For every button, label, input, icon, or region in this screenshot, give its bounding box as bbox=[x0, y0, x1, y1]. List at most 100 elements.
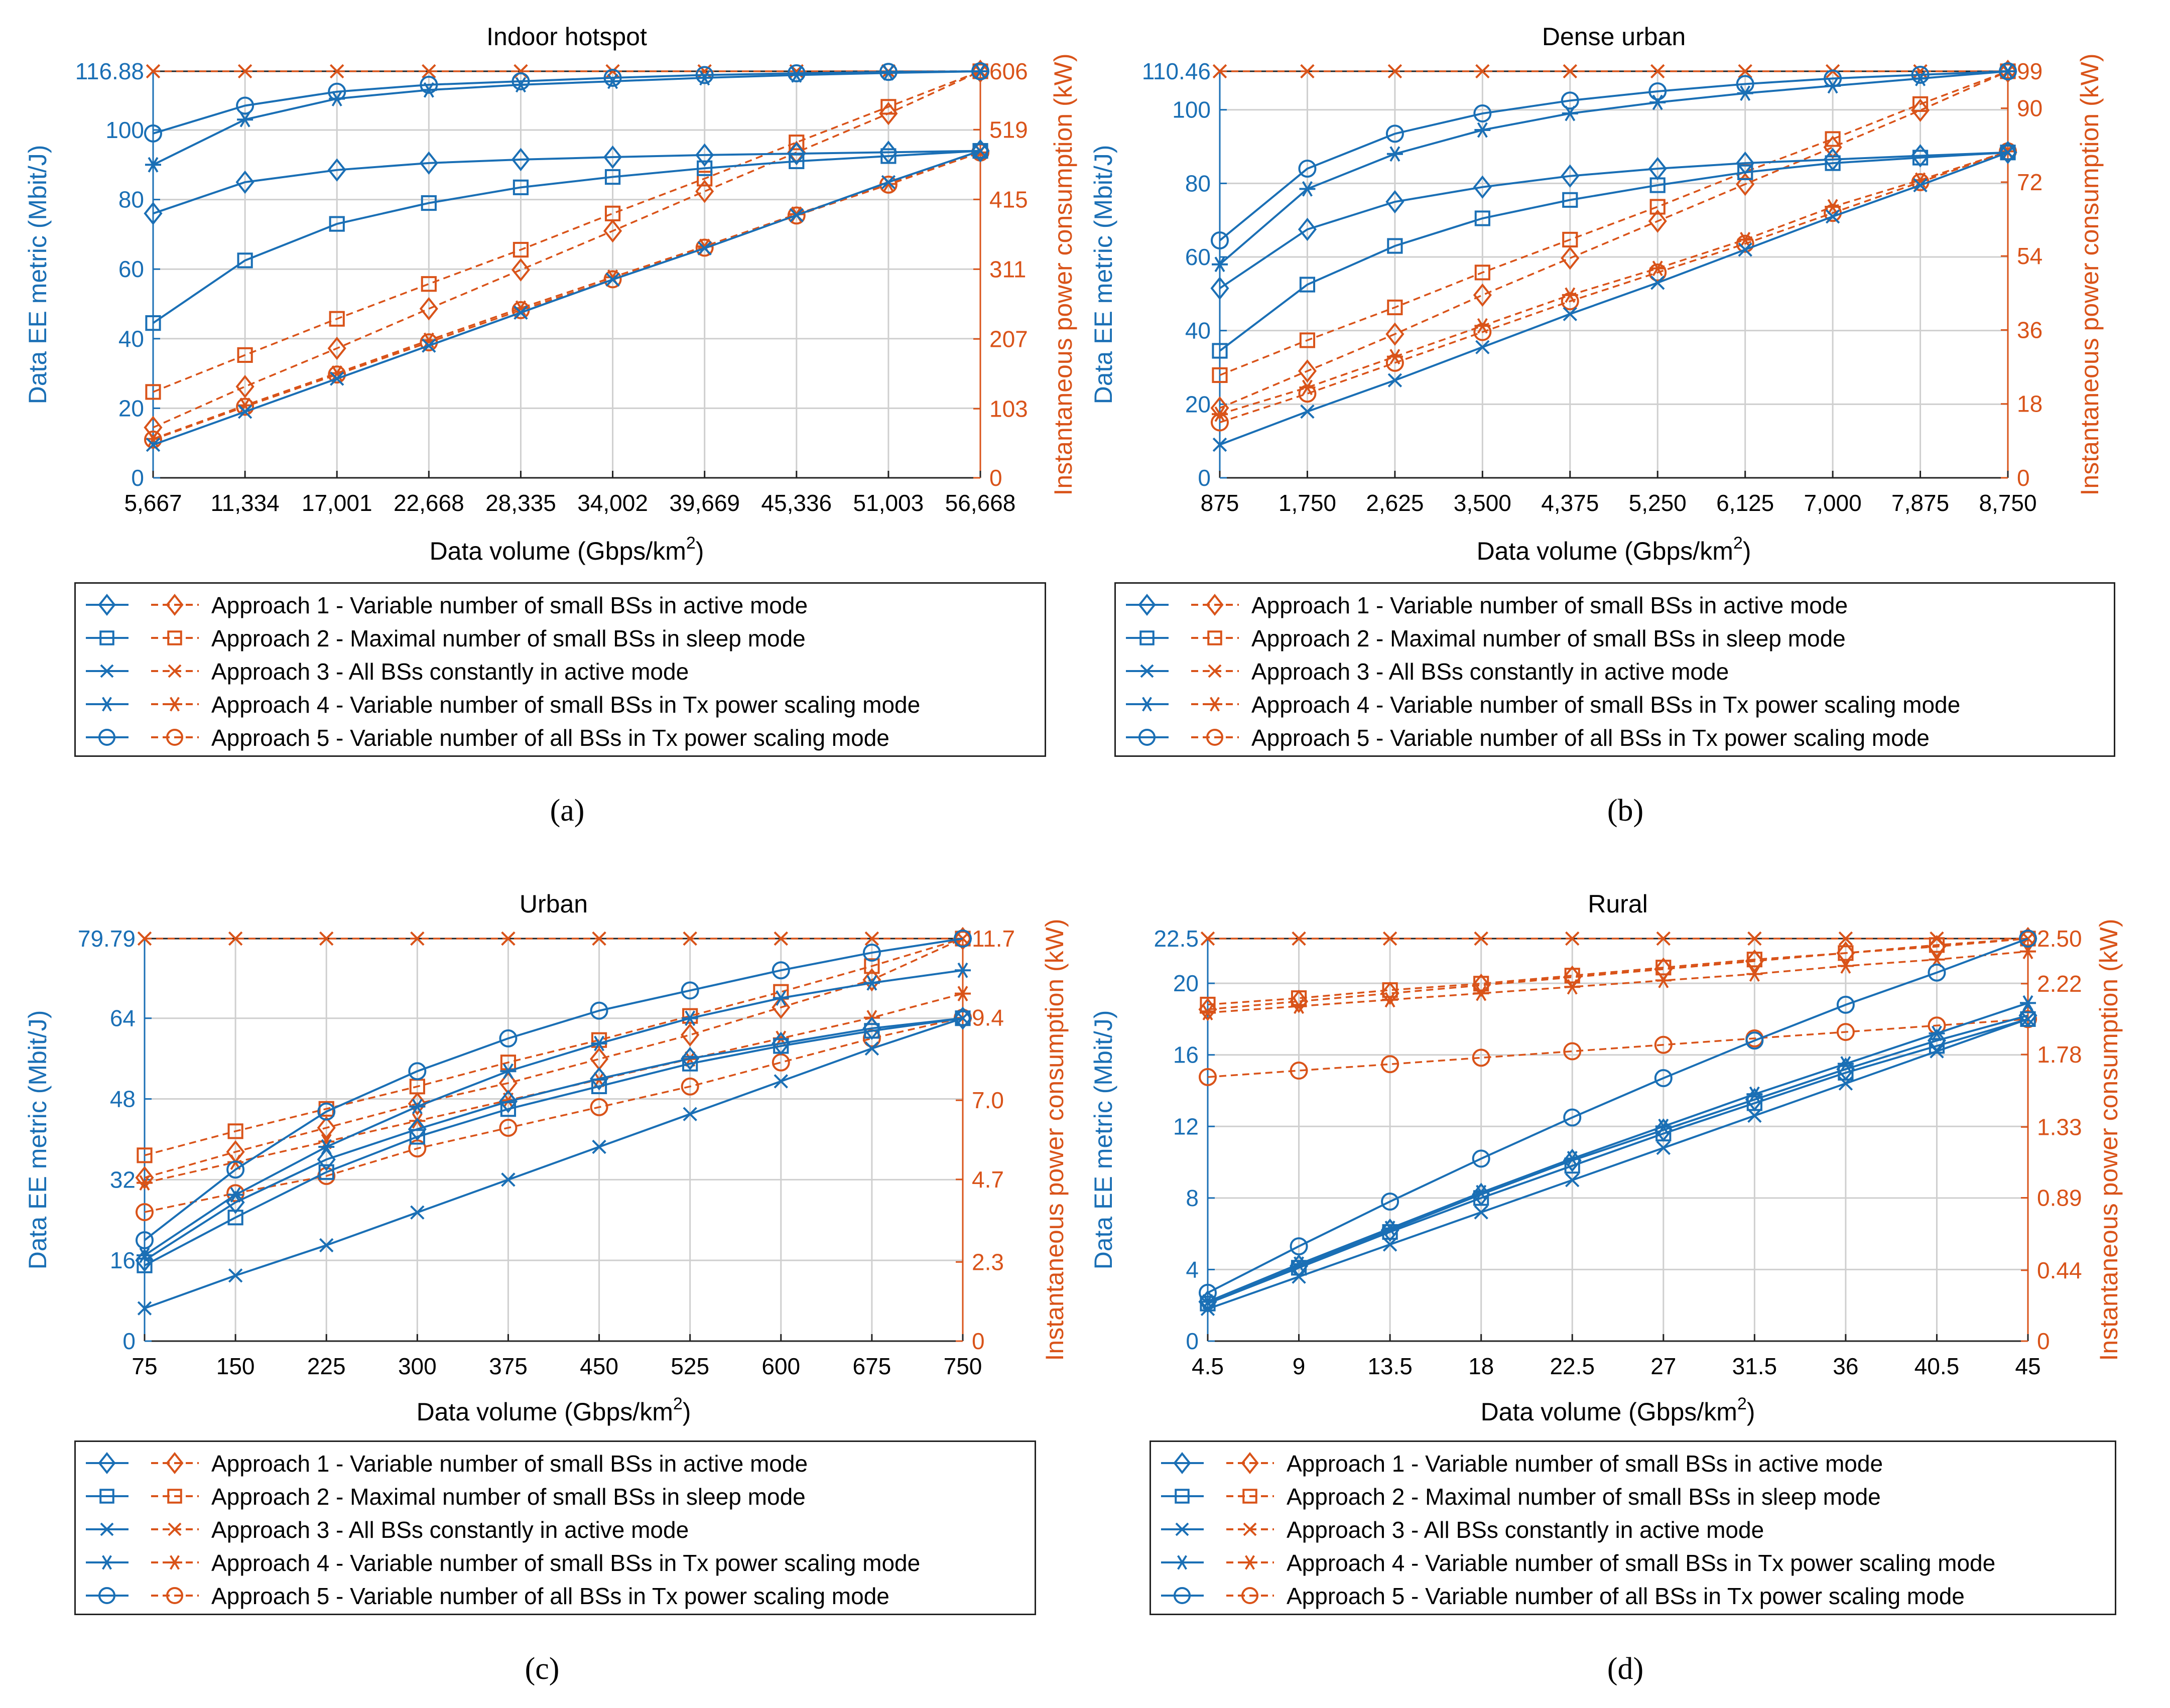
ee-point-a5 bbox=[144, 124, 162, 143]
ee-point-a4 bbox=[1837, 1056, 1854, 1072]
chart-panel-3: 4.5 9 13.5 18 22.5 27 31.5 36 40.5 4504812162022.… bbox=[1089, 890, 2123, 1426]
y-left-tick-label: 0 bbox=[1186, 1328, 1199, 1354]
power-point-a3 bbox=[410, 931, 425, 946]
y-right-tick-label: 0 bbox=[2017, 465, 2030, 491]
ee-point-a3 bbox=[137, 1301, 152, 1316]
legend-symbol bbox=[86, 1522, 199, 1536]
x-tick-label: 5,667 bbox=[124, 490, 182, 516]
power-point-a4 bbox=[409, 1113, 426, 1129]
ee-point-a3 bbox=[146, 437, 161, 452]
ee-point-a5 bbox=[512, 72, 530, 90]
legend-marker-blue bbox=[1139, 630, 1155, 645]
ee-point-a2 bbox=[1825, 155, 1841, 171]
chart-panel-1: 875 1,750 2,625 3,500 4,375 5,250 6,125 7,000 7,… bbox=[1089, 23, 2104, 565]
power-point-a3 bbox=[1650, 64, 1665, 79]
ee-point-a1 bbox=[144, 202, 163, 225]
y-left-tick-label: 80 bbox=[1185, 170, 1211, 196]
power-point-a3 bbox=[137, 931, 152, 946]
x-tick-label: 3,500 bbox=[1454, 490, 1511, 516]
power-point-a5 bbox=[1654, 1035, 1673, 1054]
legend-symbol bbox=[1126, 630, 1239, 645]
x-tick-label: 6,125 bbox=[1716, 490, 1774, 516]
legend-entry-4: Approach 4 - Variable number of small BS… bbox=[1116, 689, 2114, 722]
power-point-a3 bbox=[1474, 931, 1488, 946]
x-tick-label: 27 bbox=[1650, 1353, 1676, 1379]
legend-marker-orange bbox=[166, 1587, 183, 1604]
y-left-tick-label: 20 bbox=[1173, 970, 1199, 996]
legend-entry-2: Approach 2 - Maximal number of small BSs… bbox=[76, 1481, 1035, 1514]
ee-point-a2 bbox=[1387, 238, 1403, 254]
ee-point-a2 bbox=[409, 1129, 425, 1145]
ee-point-a1 bbox=[235, 170, 254, 194]
panel-label-c: (c) bbox=[525, 1652, 560, 1686]
power-series-line-2 bbox=[144, 938, 963, 1156]
legend-marker-blue bbox=[1174, 1587, 1191, 1604]
y-right-tick-label: 1.78 bbox=[2037, 1041, 2082, 1068]
x-axis-label: Data volume (Gbps/km2) bbox=[1481, 1394, 1755, 1426]
panel-label-a: (a) bbox=[550, 794, 585, 828]
legend-entry-4: Approach 4 - Variable number of small BS… bbox=[76, 1547, 1035, 1581]
ee-point-a4 bbox=[227, 1187, 244, 1203]
power-point-a5 bbox=[136, 1203, 154, 1221]
power-point-a5 bbox=[1473, 323, 1492, 341]
power-series-line-5 bbox=[144, 1016, 963, 1213]
legend-label: Approach 1 - Variable number of small BS… bbox=[1287, 1451, 1883, 1477]
ee-point-a5 bbox=[862, 944, 881, 962]
ee-point-a1 bbox=[695, 143, 714, 167]
ee-series-line-5 bbox=[153, 70, 981, 135]
ee-point-a4 bbox=[955, 962, 971, 978]
ee-point-a3 bbox=[1565, 1172, 1580, 1188]
x-axis-label: Data volume (Gbps/km2) bbox=[1477, 534, 1751, 565]
x-axis-label: Data volume (Gbps/km2) bbox=[417, 1394, 691, 1426]
power-point-a3 bbox=[319, 931, 334, 946]
ee-point-a5 bbox=[1648, 82, 1667, 101]
ee-point-a1 bbox=[317, 1147, 336, 1171]
ee-point-a3 bbox=[881, 175, 896, 190]
ee-point-a2 bbox=[145, 315, 161, 331]
y-left-tick-label: 110.46 bbox=[1142, 58, 1211, 84]
ee-point-a3 bbox=[1747, 1108, 1762, 1123]
legend-entry-3: Approach 3 - All BSs constantly in activ… bbox=[1151, 1514, 2115, 1547]
y-left-tick-label: 60 bbox=[118, 256, 144, 282]
ee-point-a2 bbox=[1474, 210, 1490, 226]
power-point-a1 bbox=[603, 219, 622, 243]
ee-point-a5 bbox=[772, 961, 790, 980]
power-point-a1 bbox=[1472, 973, 1491, 997]
ee-series-line-3 bbox=[1219, 151, 2008, 446]
legend-d: Approach 1 - Variable number of small BS… bbox=[1150, 1440, 2116, 1615]
ee-point-a2 bbox=[500, 1101, 517, 1117]
power-point-a1 bbox=[1736, 172, 1755, 196]
legend-entry-5: Approach 5 - Variable number of all BSs … bbox=[1116, 722, 2114, 755]
legend-entry-1: Approach 1 - Variable number of small BS… bbox=[1151, 1448, 2115, 1481]
power-point-a4 bbox=[1382, 992, 1398, 1008]
power-point-a1 bbox=[317, 1116, 336, 1140]
ee-point-a3 bbox=[330, 371, 344, 386]
legend-symbol bbox=[86, 1555, 199, 1570]
ee-point-a1 bbox=[498, 1090, 518, 1113]
y-left-tick-label: 40 bbox=[1185, 318, 1211, 344]
ee-point-a4 bbox=[773, 990, 789, 1006]
legend-symbol bbox=[1161, 1489, 1274, 1504]
ee-series-line-2 bbox=[144, 1017, 963, 1266]
y-right-tick-label: 0.44 bbox=[2037, 1257, 2082, 1283]
power-point-a5 bbox=[1290, 1062, 1308, 1080]
power-point-a2 bbox=[591, 1032, 607, 1048]
legend-label: Approach 5 - Variable number of all BSs … bbox=[1287, 1583, 1965, 1609]
ee-point-a5 bbox=[1381, 1192, 1399, 1211]
x-tick-label: 450 bbox=[580, 1353, 618, 1379]
ee-point-a5 bbox=[1654, 1069, 1673, 1088]
legend-marker-blue bbox=[98, 1587, 115, 1604]
ee-point-a2 bbox=[773, 1038, 789, 1054]
power-point-a1 bbox=[772, 995, 791, 1019]
ee-point-a3 bbox=[1913, 178, 1928, 193]
power-point-a1 bbox=[1298, 359, 1317, 383]
power-point-a4 bbox=[1649, 260, 1666, 277]
y-right-tick-label: 2.50 bbox=[2037, 926, 2082, 952]
y-right-tick-label: 2.3 bbox=[972, 1249, 1004, 1275]
legend-a: Approach 1 - Variable number of small BS… bbox=[74, 582, 1046, 757]
power-point-a5 bbox=[787, 206, 806, 225]
ee-point-a5 bbox=[420, 75, 438, 94]
legend-label: Approach 4 - Variable number of small BS… bbox=[1251, 692, 1961, 718]
power-point-a5 bbox=[1736, 234, 1754, 253]
ee-series-line-4 bbox=[1219, 70, 2008, 266]
